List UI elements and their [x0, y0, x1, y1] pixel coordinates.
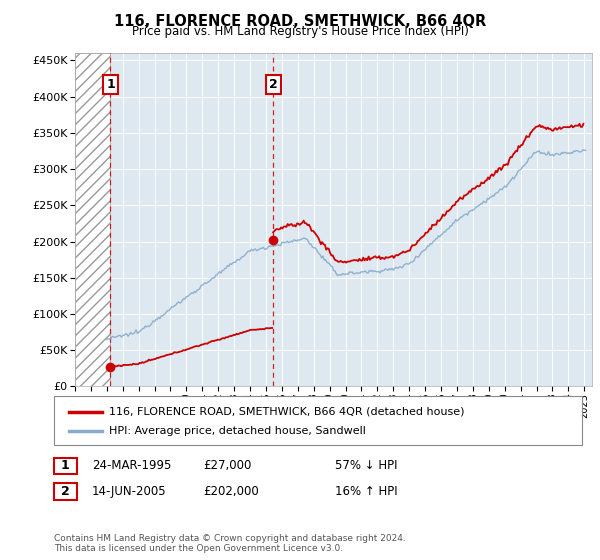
Text: 1: 1 [106, 78, 115, 91]
Text: Contains HM Land Registry data © Crown copyright and database right 2024.
This d: Contains HM Land Registry data © Crown c… [54, 534, 406, 553]
Text: 16% ↑ HPI: 16% ↑ HPI [335, 485, 397, 498]
Text: 1: 1 [61, 459, 70, 473]
Text: 116, FLORENCE ROAD, SMETHWICK, B66 4QR (detached house): 116, FLORENCE ROAD, SMETHWICK, B66 4QR (… [109, 407, 465, 417]
Text: 24-MAR-1995: 24-MAR-1995 [92, 459, 171, 473]
Text: 116, FLORENCE ROAD, SMETHWICK, B66 4QR: 116, FLORENCE ROAD, SMETHWICK, B66 4QR [114, 14, 486, 29]
Text: Price paid vs. HM Land Registry's House Price Index (HPI): Price paid vs. HM Land Registry's House … [131, 25, 469, 38]
Text: £202,000: £202,000 [203, 485, 259, 498]
Text: HPI: Average price, detached house, Sandwell: HPI: Average price, detached house, Sand… [109, 426, 366, 436]
Text: £27,000: £27,000 [203, 459, 251, 473]
Text: 2: 2 [61, 485, 70, 498]
Text: 57% ↓ HPI: 57% ↓ HPI [335, 459, 397, 473]
Text: 2: 2 [269, 78, 278, 91]
Bar [75, 53, 110, 386]
Text: 14-JUN-2005: 14-JUN-2005 [92, 485, 166, 498]
